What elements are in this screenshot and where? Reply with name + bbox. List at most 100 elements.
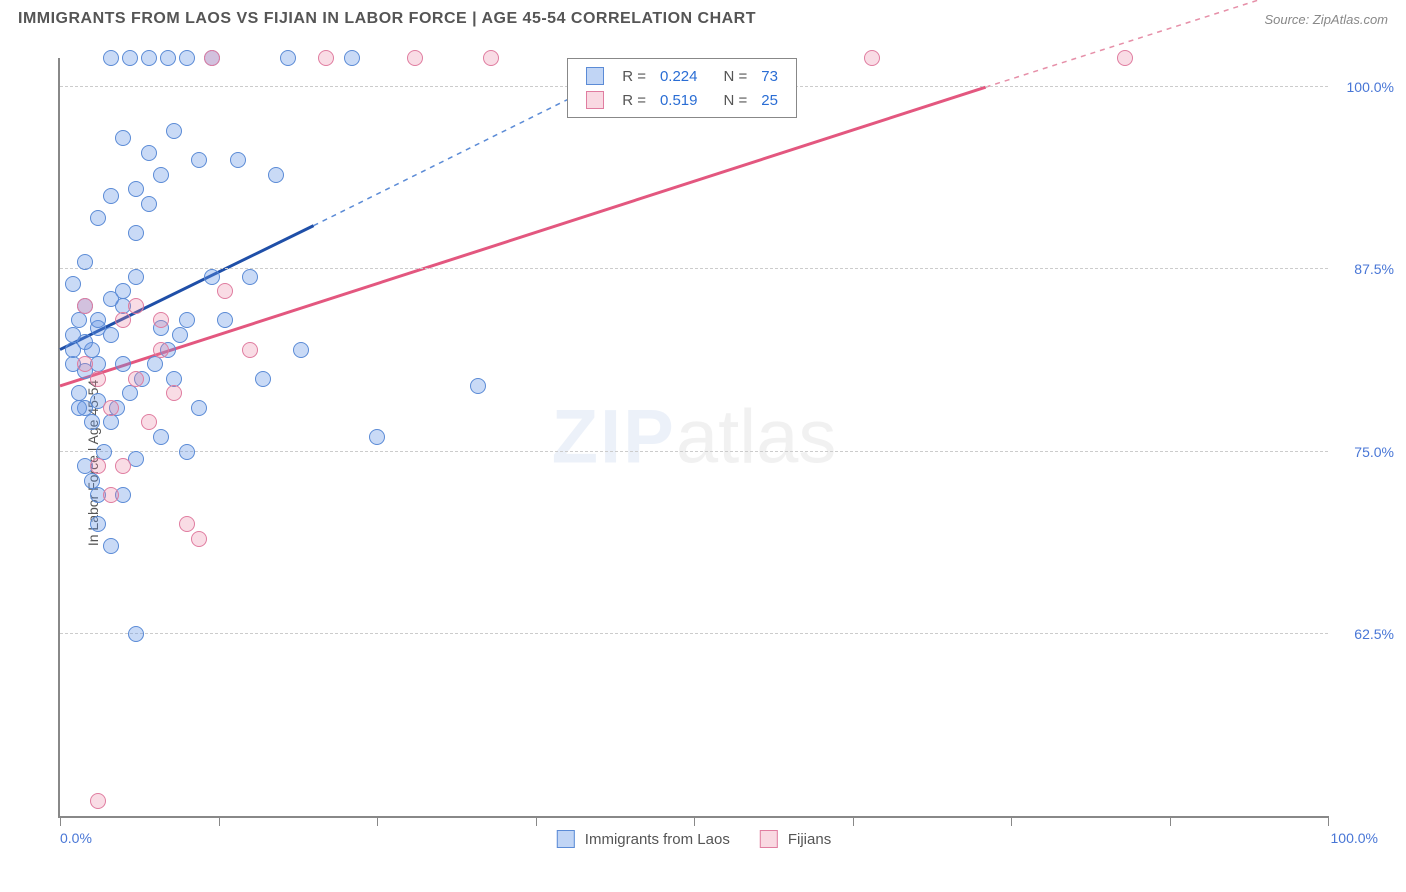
data-point: [147, 356, 163, 372]
source-label: Source: ZipAtlas.com: [1264, 12, 1388, 27]
data-point: [90, 312, 106, 328]
trend-line-dashed: [314, 87, 593, 225]
corr-r-label: R =: [616, 65, 652, 87]
corr-n-label: N =: [706, 65, 754, 87]
data-point: [141, 145, 157, 161]
legend-label-fijians: Fijians: [788, 831, 831, 848]
x-tick: [694, 816, 695, 826]
data-point: [90, 371, 106, 387]
legend-swatch-blue: [557, 830, 575, 848]
corr-swatch: [586, 67, 604, 85]
data-point: [1117, 50, 1133, 66]
data-point: [115, 312, 131, 328]
gridline-h: [60, 451, 1328, 452]
watermark: ZIPatlas: [552, 394, 837, 481]
legend-item-fijians: Fijians: [760, 830, 831, 848]
data-point: [191, 400, 207, 416]
data-point: [115, 356, 131, 372]
data-point: [470, 378, 486, 394]
data-point: [128, 298, 144, 314]
data-point: [179, 312, 195, 328]
y-tick-label: 100.0%: [1347, 79, 1394, 95]
data-point: [90, 458, 106, 474]
data-point: [77, 254, 93, 270]
corr-r-value: 0.224: [654, 65, 704, 87]
data-point: [160, 50, 176, 66]
x-tick: [853, 816, 854, 826]
data-point: [141, 50, 157, 66]
chart-container: In Labor Force | Age 45-54 ZIPatlas 0.0%…: [18, 48, 1388, 878]
x-axis-label-max: 100.0%: [1331, 830, 1378, 846]
data-point: [103, 50, 119, 66]
watermark-atlas: atlas: [676, 395, 837, 480]
data-point: [242, 269, 258, 285]
data-point: [103, 414, 119, 430]
data-point: [128, 371, 144, 387]
data-point: [141, 196, 157, 212]
x-tick: [219, 816, 220, 826]
data-point: [103, 291, 119, 307]
plot-area: ZIPatlas 0.0% 100.0% Immigrants from Lao…: [58, 58, 1328, 818]
data-point: [166, 123, 182, 139]
x-tick: [536, 816, 537, 826]
data-point: [103, 400, 119, 416]
data-point: [344, 50, 360, 66]
data-point: [77, 298, 93, 314]
watermark-zip: ZIP: [552, 395, 676, 480]
data-point: [153, 342, 169, 358]
x-tick: [60, 816, 61, 826]
bottom-legend: Immigrants from Laos Fijians: [557, 830, 831, 848]
trend-lines: [60, 58, 1328, 816]
data-point: [864, 50, 880, 66]
data-point: [179, 516, 195, 532]
gridline-h: [60, 633, 1328, 634]
data-point: [128, 626, 144, 642]
data-point: [90, 210, 106, 226]
data-point: [407, 50, 423, 66]
data-point: [242, 342, 258, 358]
data-point: [128, 225, 144, 241]
data-point: [153, 429, 169, 445]
data-point: [65, 342, 81, 358]
legend-label-laos: Immigrants from Laos: [585, 831, 730, 848]
x-tick: [1328, 816, 1329, 826]
data-point: [96, 444, 112, 460]
data-point: [71, 312, 87, 328]
legend-swatch-pink: [760, 830, 778, 848]
data-point: [153, 312, 169, 328]
data-point: [65, 276, 81, 292]
corr-n-label: N =: [706, 89, 754, 111]
data-point: [115, 130, 131, 146]
y-tick-label: 75.0%: [1354, 444, 1394, 460]
corr-r-label: R =: [616, 89, 652, 111]
data-point: [122, 50, 138, 66]
corr-n-value: 73: [755, 65, 784, 87]
data-point: [103, 538, 119, 554]
data-point: [128, 269, 144, 285]
data-point: [153, 167, 169, 183]
data-point: [268, 167, 284, 183]
data-point: [103, 327, 119, 343]
trend-line-solid: [60, 87, 986, 386]
corr-n-value: 25: [755, 89, 784, 111]
data-point: [103, 487, 119, 503]
legend-item-laos: Immigrants from Laos: [557, 830, 730, 848]
data-point: [369, 429, 385, 445]
corr-r-value: 0.519: [654, 89, 704, 111]
data-point: [217, 283, 233, 299]
data-point: [293, 342, 309, 358]
data-point: [204, 269, 220, 285]
data-point: [166, 385, 182, 401]
x-tick: [1170, 816, 1171, 826]
data-point: [141, 414, 157, 430]
data-point: [179, 50, 195, 66]
corr-swatch: [586, 91, 604, 109]
x-tick: [377, 816, 378, 826]
data-point: [230, 152, 246, 168]
data-point: [172, 327, 188, 343]
data-point: [77, 356, 93, 372]
data-point: [280, 50, 296, 66]
data-point: [255, 371, 271, 387]
y-tick-label: 62.5%: [1354, 626, 1394, 642]
x-tick: [1011, 816, 1012, 826]
